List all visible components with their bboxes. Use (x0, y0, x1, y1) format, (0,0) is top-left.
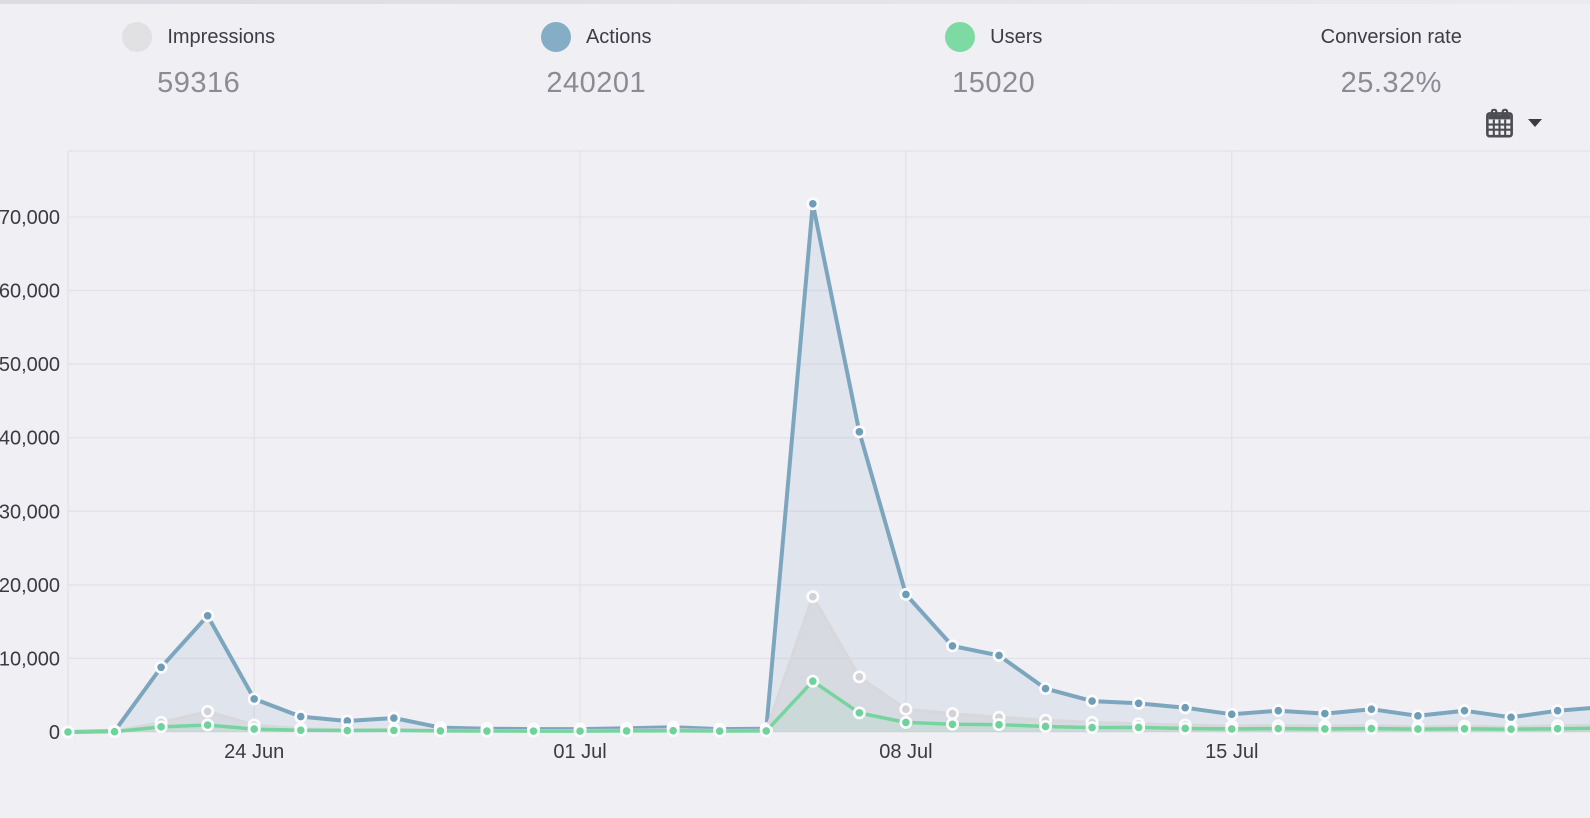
svg-text:24 Jun: 24 Jun (224, 741, 284, 763)
svg-text:40,000: 40,000 (0, 428, 60, 450)
svg-text:0: 0 (49, 722, 60, 744)
metric-label: Conversion rate (1320, 25, 1462, 48)
svg-text:50,000: 50,000 (0, 354, 60, 376)
window-top-edge (0, 0, 1590, 4)
traffic-overview-chart[interactable]: 0 10,000 20,000 30,000 40,000 50,000 60,000 70,… (0, 146, 1590, 798)
svg-text:60,000: 60,000 (0, 281, 60, 303)
metric-label: Users (990, 25, 1043, 48)
svg-text:01 Jul: 01 Jul (553, 741, 606, 763)
metric-impressions: Impressions 59316 (0, 20, 398, 100)
calendar-icon (1484, 108, 1515, 139)
metrics-header: Impressions 59316 Actions 240201 Users 1… (0, 4, 1590, 100)
metric-conversion-rate: Conversion rate 25.32% (1193, 20, 1590, 100)
svg-text:30,000: 30,000 (0, 501, 60, 523)
metric-label: Impressions (167, 25, 276, 48)
caret-down-icon (1528, 119, 1542, 127)
metric-label: Actions (585, 25, 652, 48)
area-chart-canvas[interactable]: 0 10,000 20,000 30,000 40,000 50,000 60,000 70,… (0, 146, 1590, 798)
svg-text:70,000: 70,000 (0, 207, 60, 229)
metric-value: 240201 (546, 67, 647, 99)
metric-value: 25.32% (1340, 67, 1442, 99)
chart-toolbar (0, 100, 1590, 146)
actions-legend-dot-icon (540, 22, 571, 52)
impressions-legend-dot-icon (122, 22, 153, 52)
users-legend-dot-icon (945, 22, 976, 52)
metric-value: 15020 (952, 67, 1036, 99)
svg-text:10,000: 10,000 (0, 648, 60, 670)
metric-users: Users 15020 (795, 20, 1193, 100)
svg-text:15 Jul: 15 Jul (1205, 741, 1258, 763)
svg-text:08 Jul: 08 Jul (879, 741, 932, 763)
date-range-picker-button[interactable] (1482, 106, 1544, 141)
metric-actions: Actions 240201 (398, 20, 796, 100)
svg-text:20,000: 20,000 (0, 575, 60, 597)
metric-value: 59316 (157, 67, 241, 99)
